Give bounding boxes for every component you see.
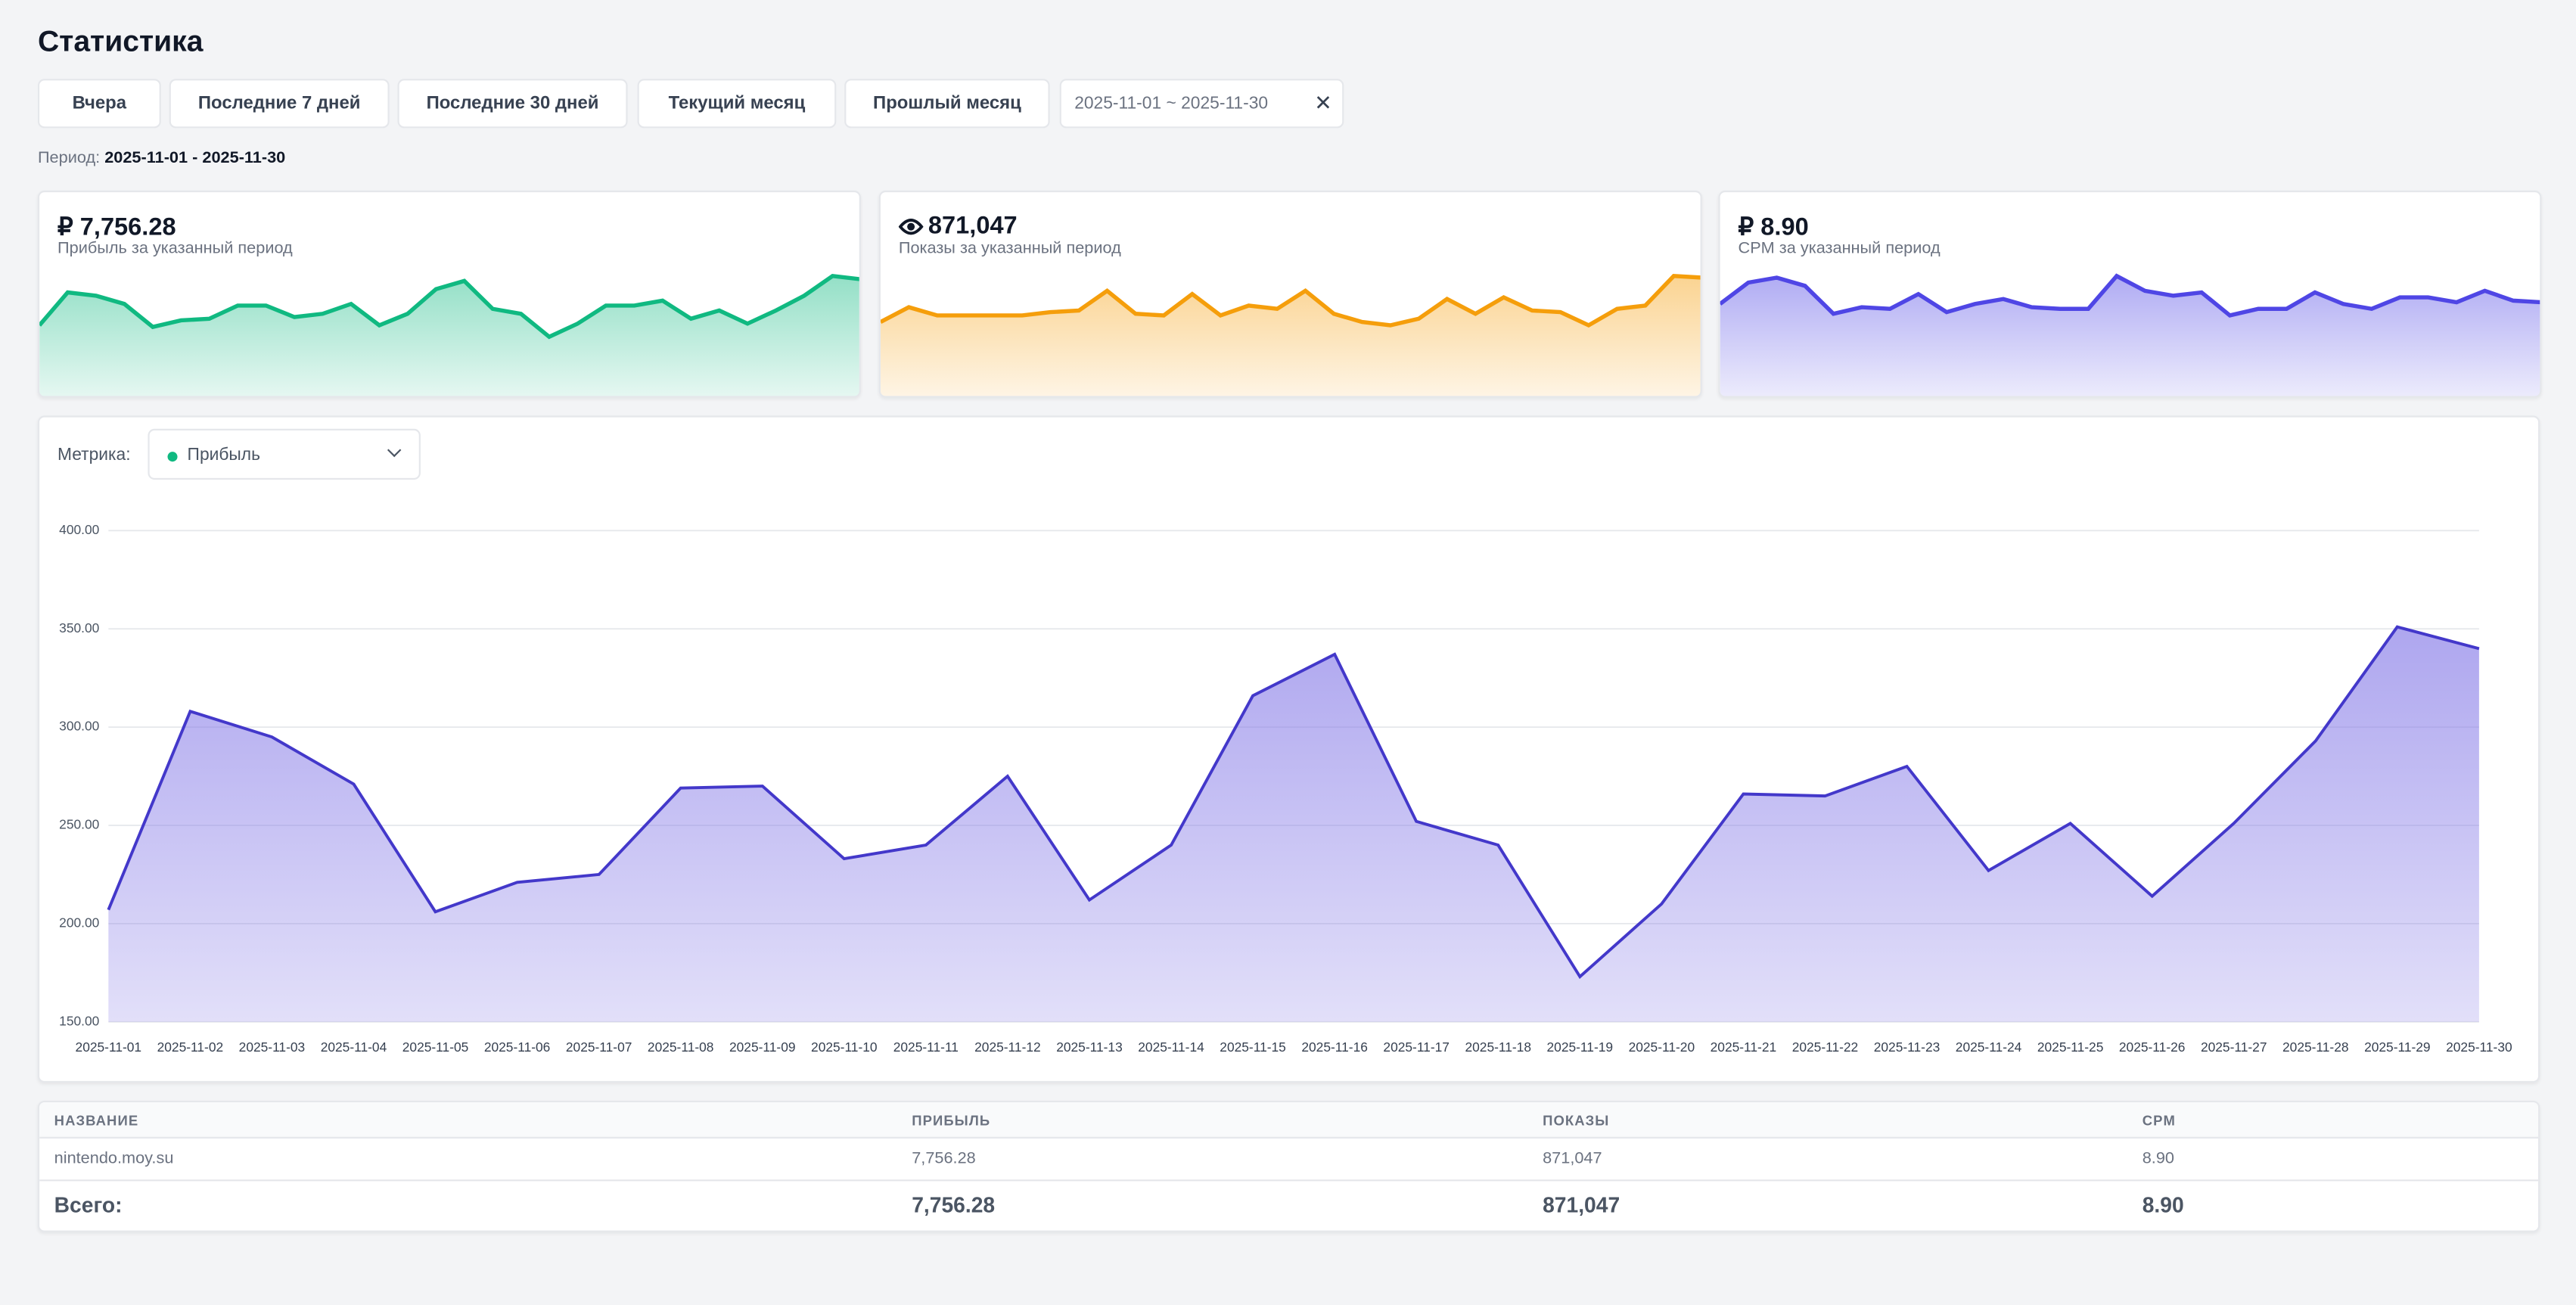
x-tick-label: 2025-11-17 xyxy=(1383,1039,1450,1055)
x-tick-label: 2025-11-12 xyxy=(974,1039,1041,1055)
x-tick-label: 2025-11-29 xyxy=(2364,1039,2431,1055)
sparkline-line xyxy=(39,274,859,340)
y-tick-label: 150.00 xyxy=(59,1013,99,1028)
line xyxy=(107,625,2480,979)
card-label: Прибыль за указанный период xyxy=(57,240,293,258)
sparkline-line xyxy=(1720,273,2540,318)
x-tick-label: 2025-11-21 xyxy=(1711,1039,1777,1055)
x-tick-label: 2025-11-24 xyxy=(1956,1039,2022,1055)
stat-card: ₽ 8.90 CPM за указанный период xyxy=(1718,190,2542,398)
page-title: Статистика xyxy=(37,24,204,58)
sparkline-chart xyxy=(880,274,1701,396)
sparkline-area xyxy=(39,275,859,396)
filter-button[interactable]: Текущий месяц xyxy=(637,79,837,129)
metric-label: Метрика: xyxy=(57,445,131,465)
column-header: ПОКАЗЫ xyxy=(1543,1112,1610,1129)
period: Период: 2025-11-01 - 2025-11-30 xyxy=(38,150,285,168)
x-tick-label: 2025-11-10 xyxy=(811,1039,878,1055)
x-tick-label: 2025-11-02 xyxy=(157,1039,224,1055)
total-cell: 871,047 xyxy=(1543,1192,1620,1218)
x-tick-label: 2025-11-26 xyxy=(2119,1039,2186,1055)
x-tick-label: 2025-11-28 xyxy=(2282,1039,2349,1055)
sparkline-area xyxy=(1720,275,2540,396)
x-tick-label: 2025-11-08 xyxy=(648,1039,714,1055)
card-label: CPM за указанный период xyxy=(1738,240,1941,258)
row-divider xyxy=(39,1179,2539,1182)
date-range-input[interactable]: 2025-11-01 ~ 2025-11-30 ✕ xyxy=(1059,79,1344,129)
card-label: Показы за указанный период xyxy=(898,240,1121,258)
sparkline-area xyxy=(880,275,1701,396)
x-tick-label: 2025-11-11 xyxy=(893,1039,959,1055)
sparkline-line xyxy=(880,274,1701,328)
clear-button[interactable]: ✕ xyxy=(1314,90,1332,116)
main-chart: 150.00 200.00 250.00 300.00 350.00 400.00 2025… xyxy=(59,522,2512,1055)
x-tick-label: 2025-11-06 xyxy=(484,1039,551,1055)
y-tick-label: 300.00 xyxy=(59,719,99,734)
x-tick-label: 2025-11-04 xyxy=(321,1039,387,1055)
x-tick-label: 2025-11-01 xyxy=(76,1039,142,1055)
x-tick-label: 2025-11-22 xyxy=(1792,1039,1859,1055)
period-value: 2025-11-01 - 2025-11-30 xyxy=(104,149,286,168)
chart-card: Метрика: Прибыль 150.00 200.00 250.00 300.00 3… xyxy=(37,415,2540,1083)
filter-button[interactable]: Прошлый месяц xyxy=(844,79,1050,129)
table-cell: nintendo.moy.su xyxy=(54,1150,174,1168)
x-tick-label: 2025-11-14 xyxy=(1138,1039,1204,1055)
x-tick-label: 2025-11-07 xyxy=(566,1039,632,1055)
eye-icon xyxy=(898,217,924,235)
filter-button[interactable]: Последние 7 дней xyxy=(169,79,390,129)
total-cell: Всего: xyxy=(54,1192,123,1218)
sparkline-chart xyxy=(39,274,859,396)
column-header: НАЗВАНИЕ xyxy=(54,1112,139,1129)
metric-select[interactable]: Прибыль xyxy=(148,428,421,480)
x-tick-label: 2025-11-20 xyxy=(1629,1039,1695,1055)
y-tick-label: 200.00 xyxy=(59,915,99,930)
area xyxy=(108,626,2479,1022)
x-tick-label: 2025-11-09 xyxy=(729,1039,796,1055)
card-value: ₽ 8.90 xyxy=(1739,212,1809,241)
card-value: 871,047 xyxy=(898,212,1018,241)
x-tick-label: 2025-11-15 xyxy=(1220,1039,1286,1055)
x-tick-label: 2025-11-16 xyxy=(1301,1039,1368,1055)
total-cell: 7,756.28 xyxy=(912,1192,996,1218)
sparkline-chart xyxy=(1720,273,2540,396)
x-tick-label: 2025-11-03 xyxy=(239,1039,306,1055)
table-cell: 8.90 xyxy=(2142,1150,2174,1168)
period-label: Период: xyxy=(37,149,101,168)
x-tick-label: 2025-11-05 xyxy=(402,1039,469,1055)
card-value-text: ₽ 8.90 xyxy=(1738,213,1809,242)
table-cell: 7,756.28 xyxy=(912,1150,976,1168)
x-tick-label: 2025-11-18 xyxy=(1465,1039,1531,1055)
column-header: CPM xyxy=(2142,1112,2176,1129)
table-cell: 871,047 xyxy=(1543,1150,1602,1168)
date-range-text: 2025-11-01 ~ 2025-11-30 xyxy=(1074,93,1269,113)
card-value: ₽ 7,756.28 xyxy=(57,212,176,241)
card-value-text: ₽ 7,756.28 xyxy=(57,213,176,242)
metric-selected: Прибыль xyxy=(187,445,261,465)
y-tick-label: 250.00 xyxy=(59,817,99,832)
total-cell: 8.90 xyxy=(2142,1192,2184,1218)
x-tick-label: 2025-11-23 xyxy=(1874,1039,1941,1055)
card-value-text: 871,047 xyxy=(928,212,1018,241)
x-tick-label: 2025-11-30 xyxy=(2446,1039,2512,1055)
stat-card: ₽ 7,756.28 Прибыль за указанный период xyxy=(37,190,861,398)
x-tick-label: 2025-11-19 xyxy=(1547,1039,1614,1055)
table-header xyxy=(39,1102,2539,1139)
filter-button[interactable]: Вчера xyxy=(37,79,161,129)
x-tick-label: 2025-11-13 xyxy=(1056,1039,1123,1055)
data-table: НАЗВАНИЕ ПРИБЫЛЬ ПОКАЗЫ CPM nintendo.moy.su 7… xyxy=(37,1100,2540,1232)
y-tick-label: 400.00 xyxy=(59,522,99,537)
metric-dot xyxy=(167,452,178,462)
column-header: ПРИБЫЛЬ xyxy=(912,1112,991,1129)
y-tick-label: 350.00 xyxy=(59,620,99,635)
x-tick-label: 2025-11-27 xyxy=(2201,1039,2267,1055)
stat-card: 871,047 Показы за указанный период xyxy=(878,190,1702,398)
x-tick-label: 2025-11-25 xyxy=(2037,1039,2104,1055)
filter-button[interactable]: Последние 30 дней xyxy=(397,79,628,129)
